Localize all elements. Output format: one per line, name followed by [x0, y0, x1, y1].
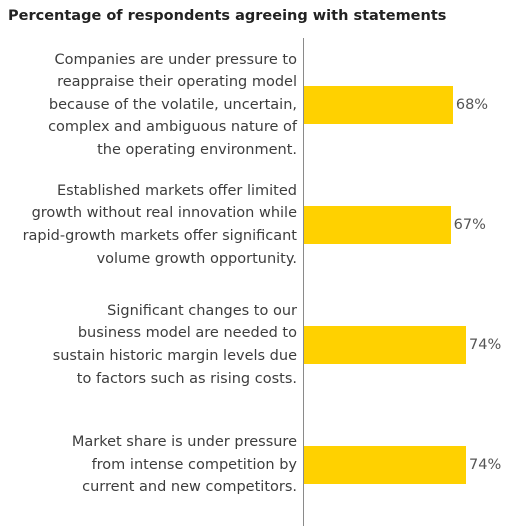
category-label: Companies are under pressure to reapprai…: [48, 51, 297, 158]
value-label: 74%: [469, 337, 502, 353]
category-label: Established markets offer limited growth…: [22, 182, 297, 267]
bar: [304, 86, 453, 124]
value-label: 74%: [469, 457, 502, 473]
chart-title: Percentage of respondents agreeing with …: [8, 8, 447, 24]
bar: [304, 446, 466, 484]
category-label: Significant changes to our business mode…: [52, 302, 297, 387]
value-label: 67%: [453, 217, 486, 233]
bar: [304, 206, 451, 244]
category-label: Market share is under pressure from inte…: [71, 434, 297, 496]
value-label: 68%: [455, 97, 489, 113]
category-axis-line: [303, 38, 304, 526]
bar: [304, 326, 466, 364]
